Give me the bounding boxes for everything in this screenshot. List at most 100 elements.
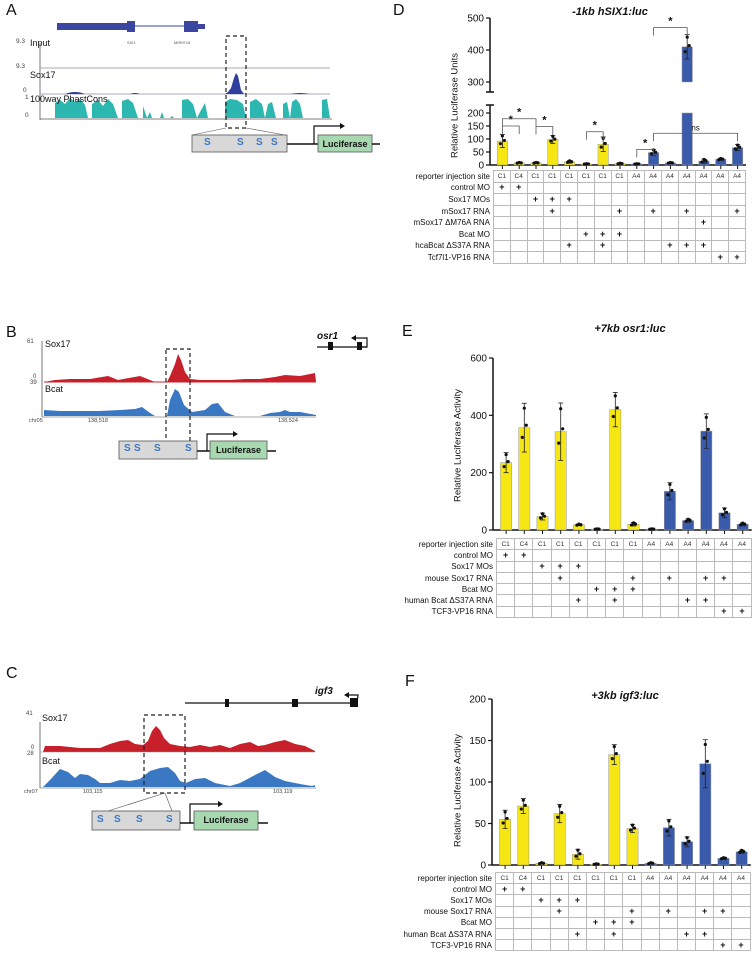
condition-empty [659,549,679,562]
condition-table-d: reporter injection site C1 C4 C1 C1 C1 C1 C1 C1 A… [344,170,746,264]
condition-empty [585,905,606,918]
data-point [540,512,545,516]
condition-empty [514,571,534,585]
significance-label: * [593,120,598,132]
condition-empty [732,571,752,585]
significance-label: * [668,16,673,28]
condition-empty [640,927,660,941]
condition-empty [560,181,578,195]
significance-label: * [509,114,514,126]
condition-empty [531,916,551,929]
data-point [670,488,674,493]
site-cell: A4 [694,170,713,183]
condition-plus: + [728,251,746,264]
y-tick-label: 500 [467,14,484,25]
data-point [706,427,710,431]
bar [609,409,622,531]
significance-bracket [535,126,554,135]
condition-plus: + [622,905,642,918]
condition-empty [641,605,661,619]
condition-empty [660,193,679,206]
condition-empty [560,216,578,229]
data-point [740,848,744,852]
row-label: Sox17 MOs [448,194,490,204]
condition-empty [543,251,562,264]
condition-empty [494,939,515,952]
condition-plus: + [605,594,625,607]
condition-empty [677,216,696,229]
condition-empty [513,916,533,929]
enhancer-box [91,810,181,831]
condition-empty [560,251,578,264]
coord-label: 103,115 [83,789,103,795]
y-tick-label: 400 [467,46,484,57]
condition-empty [495,560,516,573]
data-point [702,436,706,440]
track-min-sox17: 0 [31,745,35,751]
data-point [720,513,725,517]
condition-plus: + [526,193,545,206]
condition-empty [696,605,716,619]
condition-empty [696,560,716,573]
condition-table-e: reporter injection site C1 C4 C1 C1 C1 C1 C1 C1 A… [347,537,752,619]
panel-letter-d: D [393,2,405,19]
condition-empty [604,894,624,907]
condition-empty [493,204,511,218]
site-cell: C1 [567,871,587,885]
site-cell: A4 [658,871,678,885]
condition-empty [493,227,511,241]
condition-empty [677,549,698,562]
table-row: Sox17 MOs + + + [347,560,752,573]
site-cell: C1 [623,537,643,551]
condition-empty [677,571,698,585]
condition-empty [567,905,587,918]
sox-site: S [97,814,104,825]
track-label-bcat: Bcat [45,384,64,394]
track-max-input: 9.3 [16,38,26,45]
luciferase-label: Luciferase [215,445,262,455]
condition-empty [560,227,578,241]
condition-empty [640,916,660,929]
row-label: control MO [453,550,493,560]
site-cell: C1 [622,871,642,885]
condition-empty [627,193,646,206]
coord-label: 138,518 [88,418,108,424]
data-point [558,804,562,808]
y-tick-label: 300 [467,78,484,89]
significance-bracket [636,149,654,158]
site-cell: A4 [728,170,746,183]
condition-empty [567,883,587,896]
site-cell: A4 [644,170,662,183]
row-label: reporter injection site [415,171,490,181]
condition-empty [586,605,607,619]
data-point [738,145,742,149]
data-point [504,453,508,457]
condition-empty [493,193,511,206]
luciferase-label: Luciferase [322,139,368,149]
phastcons-signal [42,98,330,118]
condition-plus: + [568,560,588,573]
track-min-phastcons: 0 [25,112,29,119]
condition-empty [711,204,730,218]
row-label: human Bcat ΔS37A RNA [404,596,494,606]
condition-empty [695,916,715,929]
gene-exon [357,342,362,350]
data-point [684,519,688,523]
condition-empty [728,216,746,229]
table-row: control MO + + [346,883,751,896]
significance-label: * [643,137,648,149]
condition-empty [576,239,595,253]
condition-empty [513,894,533,907]
condition-empty [640,883,660,896]
data-point [667,819,671,823]
row-label: mSox17 ΔM76A RNA [413,218,490,228]
data-point [502,465,506,469]
data-point [683,50,687,54]
condition-empty [714,560,734,573]
row-label: control MO [452,884,492,894]
table-row: TCF3-VP16 RNA + + [347,605,752,619]
promoter-arrow [206,433,233,451]
condition-empty [659,560,679,573]
condition-empty [494,905,515,918]
chart-title-d: -1kb hSIX1:luc [572,6,648,18]
